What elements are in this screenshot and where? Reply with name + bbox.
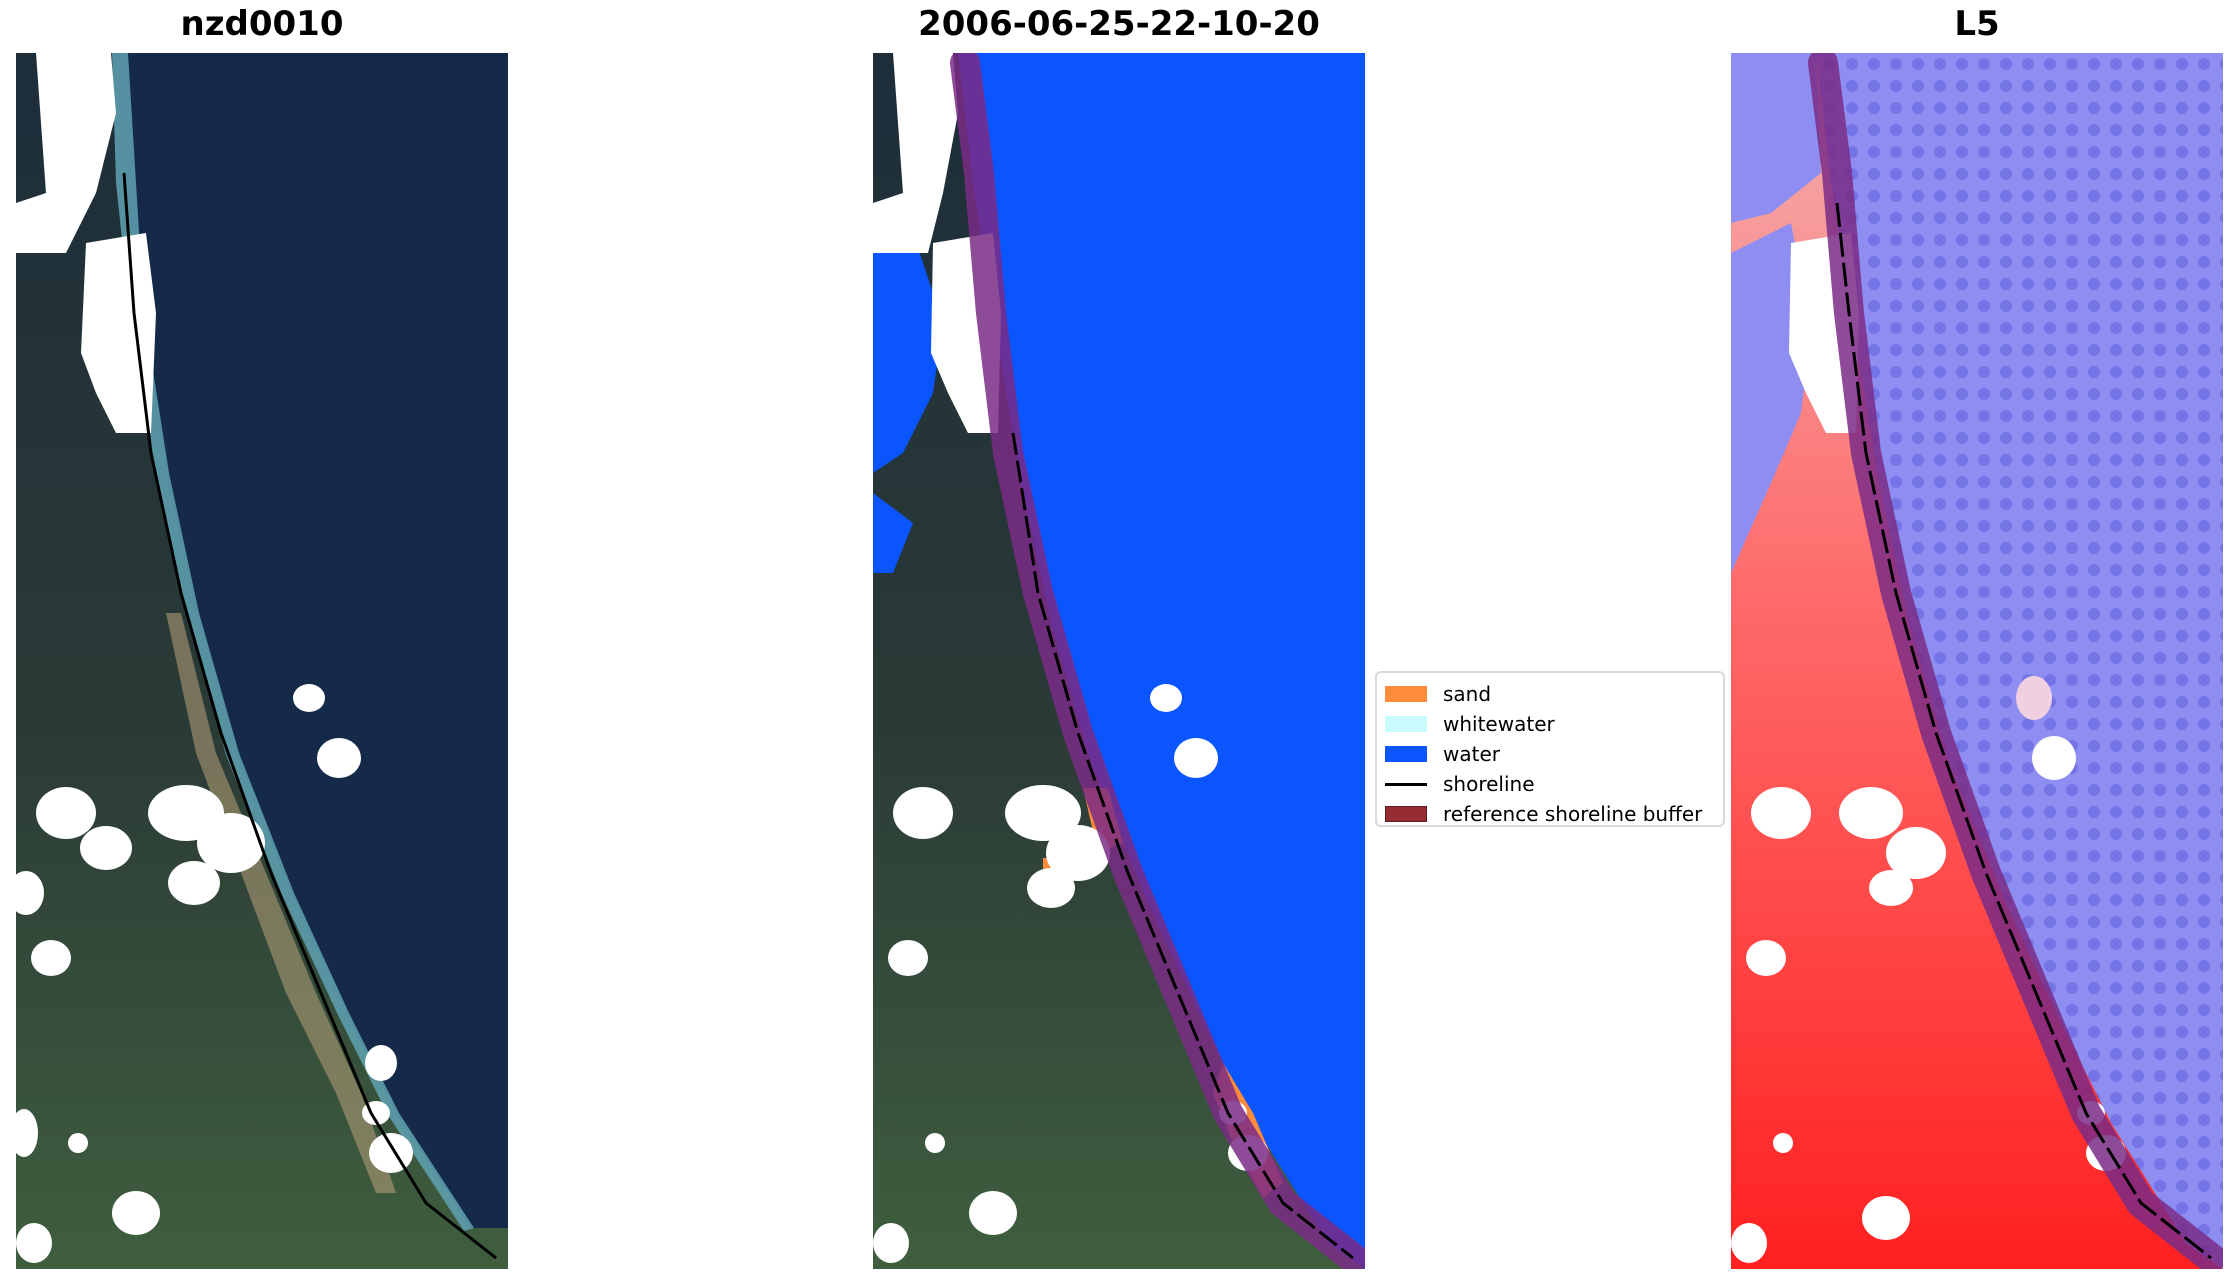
water-index-image [1731, 53, 2223, 1269]
legend-swatch-buffer [1385, 806, 1427, 822]
panel-title-rgb: nzd0010 [180, 4, 344, 44]
classified-image [873, 53, 1365, 1269]
classified-image-panel [873, 53, 1365, 1269]
legend-item-reference-shoreline-buffer: reference shoreline buffer [1385, 799, 1702, 829]
legend-label: water [1443, 742, 1500, 766]
legend-label: whitewater [1443, 712, 1555, 736]
legend-item-sand: sand [1385, 679, 1491, 709]
beach-sand [166, 613, 396, 1193]
legend-line-shoreline [1385, 782, 1427, 786]
rgb-satellite-image [16, 53, 508, 1269]
shoreline-line [122, 172, 497, 1260]
legend-swatch-water [1385, 746, 1427, 762]
shoreline-line [1011, 432, 1354, 1260]
inland-water-class [873, 233, 943, 473]
shoreline-line [1835, 202, 2212, 1260]
legend-label: sand [1443, 682, 1492, 706]
reference-shoreline-buffer [950, 53, 1365, 1269]
index-image-panel [1731, 53, 2223, 1269]
inland-water-class-2 [873, 493, 913, 573]
rgb-image-panel [16, 53, 508, 1269]
water-class-area [958, 53, 1365, 1269]
legend-swatch-whitewater [1385, 716, 1427, 732]
legend-item-shoreline: shoreline [1385, 769, 1535, 799]
legend-label: shoreline [1443, 772, 1535, 796]
legend: sand whitewater water shoreline referenc… [1375, 671, 1725, 827]
legend-label: reference shoreline buffer [1443, 802, 1703, 826]
northern-water-index [1731, 53, 1821, 223]
ocean-index-area [1816, 53, 2223, 1269]
panel-title-index: L5 [1954, 4, 2000, 44]
ocean-area [116, 53, 508, 1269]
clouds [16, 53, 413, 1263]
panel-title-classified: 2006-06-25-22-10-20 [918, 4, 1320, 44]
legend-item-whitewater: whitewater [1385, 709, 1555, 739]
legend-item-water: water [1385, 739, 1500, 769]
legend-swatch-sand [1385, 686, 1427, 702]
